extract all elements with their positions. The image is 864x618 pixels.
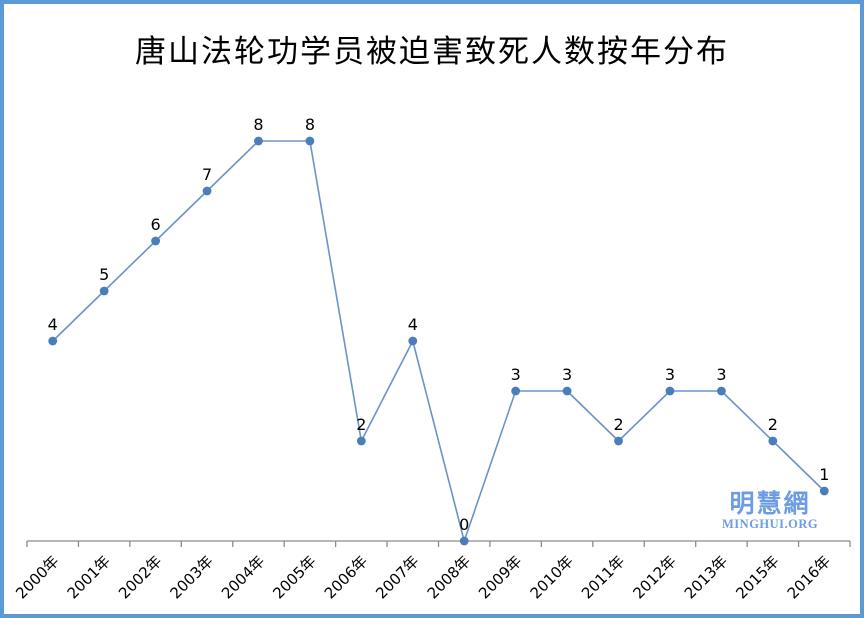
x-axis-tick-label: 2000年 (12, 552, 62, 602)
data-point-label: 3 (511, 365, 521, 384)
data-point (459, 536, 469, 546)
data-point (254, 136, 263, 146)
x-axis-tick-label: 2007年 (372, 552, 422, 602)
watermark-cjk-text: 明慧網 (729, 491, 811, 518)
data-point-label: 0 (459, 515, 469, 534)
minghui-watermark: 明慧網 MINGHUI.ORG (722, 491, 819, 532)
data-point-label: 4 (48, 315, 58, 334)
data-point (305, 136, 315, 146)
x-axis-tick-label: 2004年 (218, 552, 268, 602)
data-point (819, 486, 829, 496)
x-axis-tick-label: 2001年 (64, 552, 114, 602)
data-point (717, 386, 726, 396)
data-point-label: 8 (305, 115, 315, 134)
chart-title: 唐山法轮功学员被迫害致死人数按年分布 (135, 34, 729, 69)
x-axis-tick-label: 2005年 (269, 552, 319, 602)
data-point (151, 236, 160, 246)
data-point (99, 286, 109, 296)
x-axis-tick-label: 2003年 (167, 552, 217, 602)
data-point-label: 3 (562, 365, 572, 384)
data-point-label: 3 (665, 365, 675, 384)
data-point-label: 8 (253, 115, 263, 134)
data-point (48, 336, 58, 346)
data-point (511, 386, 521, 396)
data-point (665, 386, 675, 396)
x-axis-tick-label: 2012年 (629, 552, 679, 602)
watermark-latin-text: MINGHUI.ORG (722, 517, 819, 532)
x-axis-tick-label: 2016年 (784, 552, 834, 602)
data-point (408, 336, 418, 346)
data-point-label: 2 (613, 415, 623, 434)
data-point-label: 7 (202, 165, 212, 184)
data-point-label: 2 (356, 415, 366, 434)
data-point-label: 2 (768, 415, 778, 434)
x-axis-tick-label: 2015年 (732, 552, 782, 602)
x-axis-tick-label: 2006年 (321, 552, 371, 602)
data-point-label: 4 (408, 315, 418, 334)
x-axis-tick-label: 2010年 (527, 552, 577, 602)
data-point (614, 436, 623, 446)
data-point-label: 6 (151, 215, 161, 234)
data-series-line (52, 140, 825, 542)
data-point-label: 3 (716, 365, 726, 384)
data-point (562, 386, 572, 396)
x-axis-tick-label: 2008年 (424, 552, 474, 602)
data-point (356, 436, 366, 446)
data-point (202, 186, 212, 196)
x-axis-tick-label: 2011年 (578, 552, 628, 602)
data-point (768, 436, 778, 446)
x-axis-tick-label: 2013年 (681, 552, 731, 602)
data-point-label: 1 (819, 465, 829, 484)
x-axis-tick-label: 2002年 (115, 552, 165, 602)
x-axis-tick-label: 2009年 (475, 552, 525, 602)
data-point-label: 5 (99, 265, 109, 284)
